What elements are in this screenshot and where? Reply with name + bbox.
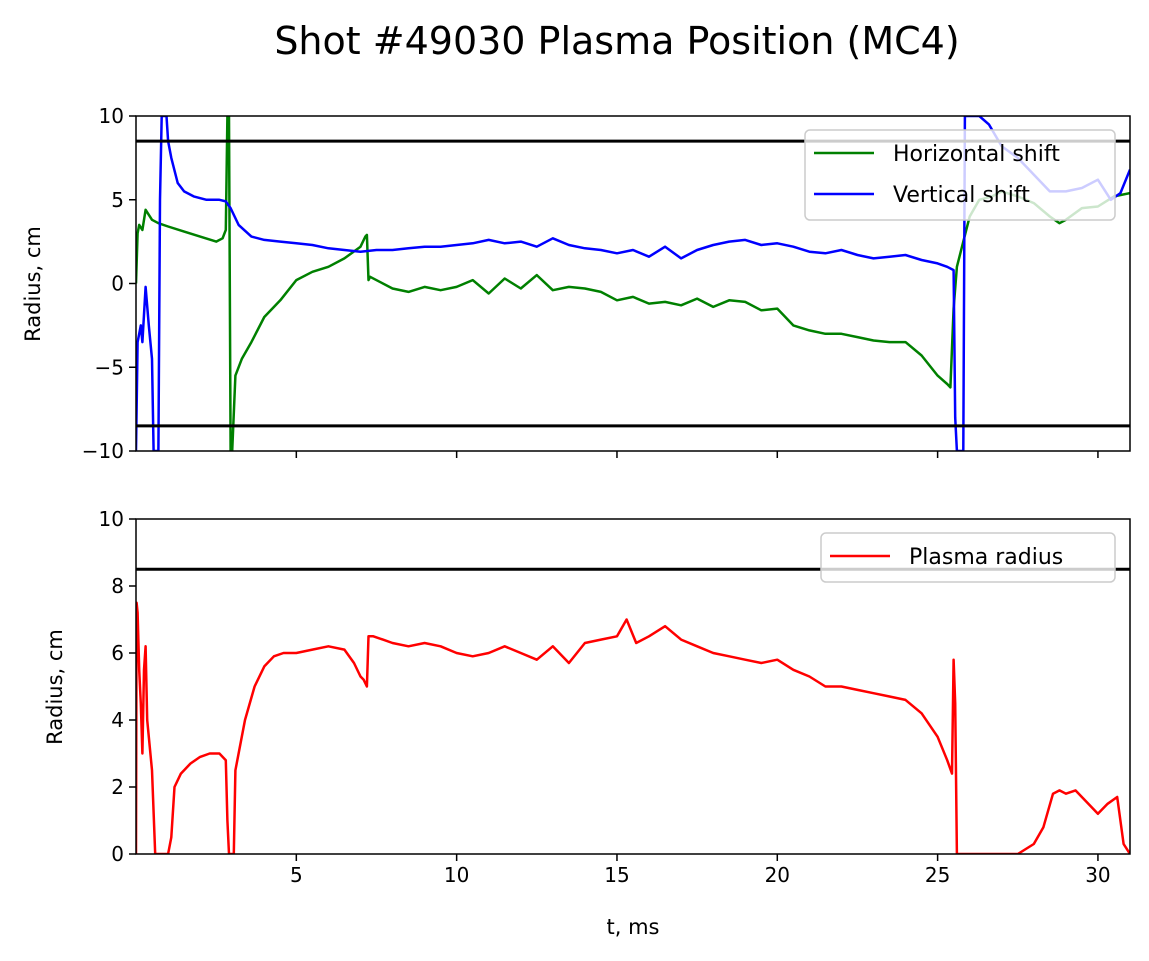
chart-title: Shot #49030 Plasma Position (MC4) xyxy=(274,19,959,63)
radius-axes-frame xyxy=(135,518,1131,855)
x-tick-label: 15 xyxy=(604,863,629,887)
legend-label-plasma-radius: Plasma radius xyxy=(909,545,1063,570)
radius-legend-box xyxy=(820,532,1116,583)
y-tick-label: 0 xyxy=(111,842,124,866)
y-tick-label: 0 xyxy=(111,272,124,296)
y-tick-label: −5 xyxy=(95,355,124,379)
radius-ticks: 5 10 15 20 25 30 0 2 4 6 8 10 xyxy=(99,507,1111,887)
radius-y-axis-label: Radius, cm xyxy=(43,629,67,745)
x-axis-label: t, ms xyxy=(607,915,660,939)
x-tick-label: 30 xyxy=(1085,863,1110,887)
y-tick-label: 8 xyxy=(111,574,124,598)
radius-plot-area xyxy=(136,567,1130,854)
x-tick-label: 10 xyxy=(444,863,469,887)
y-tick-label: 10 xyxy=(99,104,124,128)
shift-ticks: −10 −5 0 5 10 xyxy=(82,104,1099,463)
shift-panel: −10 −5 0 5 10 Radius, cm Horizontal shift Ve… xyxy=(21,104,1131,463)
x-tick-label: 20 xyxy=(765,863,790,887)
series-line-plasma-radius xyxy=(136,601,1130,854)
x-tick-label: 25 xyxy=(925,863,950,887)
y-tick-label: 10 xyxy=(99,507,124,531)
series-line-vertical-shift xyxy=(136,116,1130,451)
y-tick-label: 5 xyxy=(111,188,124,212)
y-tick-label: 2 xyxy=(111,775,124,799)
shift-y-axis-label: Radius, cm xyxy=(21,226,45,342)
shift-legend: Horizontal shift Vertical shift xyxy=(804,129,1116,221)
series-line-horizontal-shift xyxy=(136,116,1130,451)
shift-legend-box xyxy=(804,129,1116,221)
y-tick-label: −10 xyxy=(82,439,124,463)
radius-legend: Plasma radius xyxy=(820,532,1116,583)
x-tick-label: 5 xyxy=(290,863,303,887)
y-tick-label: 6 xyxy=(111,641,124,665)
legend-label-vertical-shift: Vertical shift xyxy=(893,183,1030,208)
legend-label-horizontal-shift: Horizontal shift xyxy=(893,142,1060,167)
radius-panel: 5 10 15 20 25 30 0 2 4 6 8 10 Radius, cm t, ms Plas… xyxy=(43,507,1131,939)
y-tick-label: 4 xyxy=(111,708,124,732)
